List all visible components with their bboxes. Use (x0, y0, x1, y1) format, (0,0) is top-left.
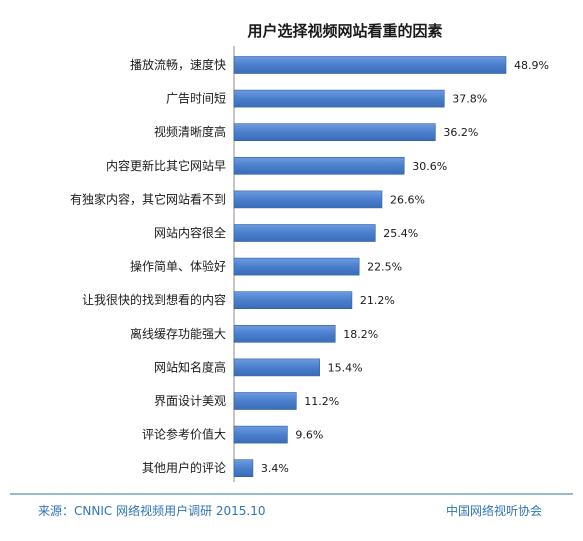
bar (233, 190, 383, 209)
bar (233, 157, 405, 175)
value-label: 11.2% (304, 395, 339, 408)
value-label: 22.5% (367, 261, 402, 274)
category-label: 其他用户的评论 (142, 460, 226, 475)
category-label: 播放流畅，速度快 (130, 57, 226, 72)
chart-title: 用户选择视频网站看重的因素 (247, 22, 442, 40)
category-label: 让我很快的找到想看的内容 (82, 292, 226, 307)
bar (233, 291, 353, 310)
category-label: 操作简单、体验好 (130, 259, 226, 274)
value-label: 36.2% (443, 126, 478, 139)
category-label: 有独家内容，其它网站看不到 (70, 191, 226, 206)
footer-source: 来源：CNNIC 网络视频用户调研 2015.10 (38, 503, 266, 518)
value-label: 26.6% (390, 193, 425, 206)
bar (233, 123, 436, 141)
category-label: 评论参考价值大 (142, 427, 226, 442)
value-label: 30.6% (412, 160, 447, 173)
value-label: 18.2% (343, 328, 378, 341)
category-label: 网站知名度高 (154, 359, 226, 374)
bars-group: 播放流畅，速度快 48.9% 广告时间短 37.8% 视频清晰度高 36.2% 内容更新比其… (70, 56, 549, 478)
bar (233, 257, 360, 276)
bar (233, 459, 254, 478)
value-label: 37.8% (452, 93, 487, 106)
bar (233, 392, 297, 410)
bar (233, 224, 376, 242)
value-label: 21.2% (360, 294, 395, 307)
category-label: 视频清晰度高 (154, 124, 226, 139)
value-label: 15.4% (328, 361, 363, 374)
category-label: 内容更新比其它网站早 (106, 158, 226, 173)
bar (233, 56, 507, 74)
bar (233, 425, 288, 444)
value-label: 25.4% (383, 227, 418, 240)
footer-org: 中国网络视听协会 (446, 503, 542, 518)
category-label: 网站内容很全 (154, 225, 226, 240)
category-label: 广告时间短 (166, 92, 226, 106)
value-label: 3.4% (261, 462, 289, 475)
value-label: 9.6% (295, 429, 323, 442)
bar (233, 89, 445, 108)
category-label: 离线缓存功能强大 (130, 326, 226, 341)
bar (233, 324, 336, 343)
category-label: 界面设计美观 (154, 394, 226, 408)
bar (233, 358, 320, 377)
value-label: 48.9% (514, 59, 549, 72)
